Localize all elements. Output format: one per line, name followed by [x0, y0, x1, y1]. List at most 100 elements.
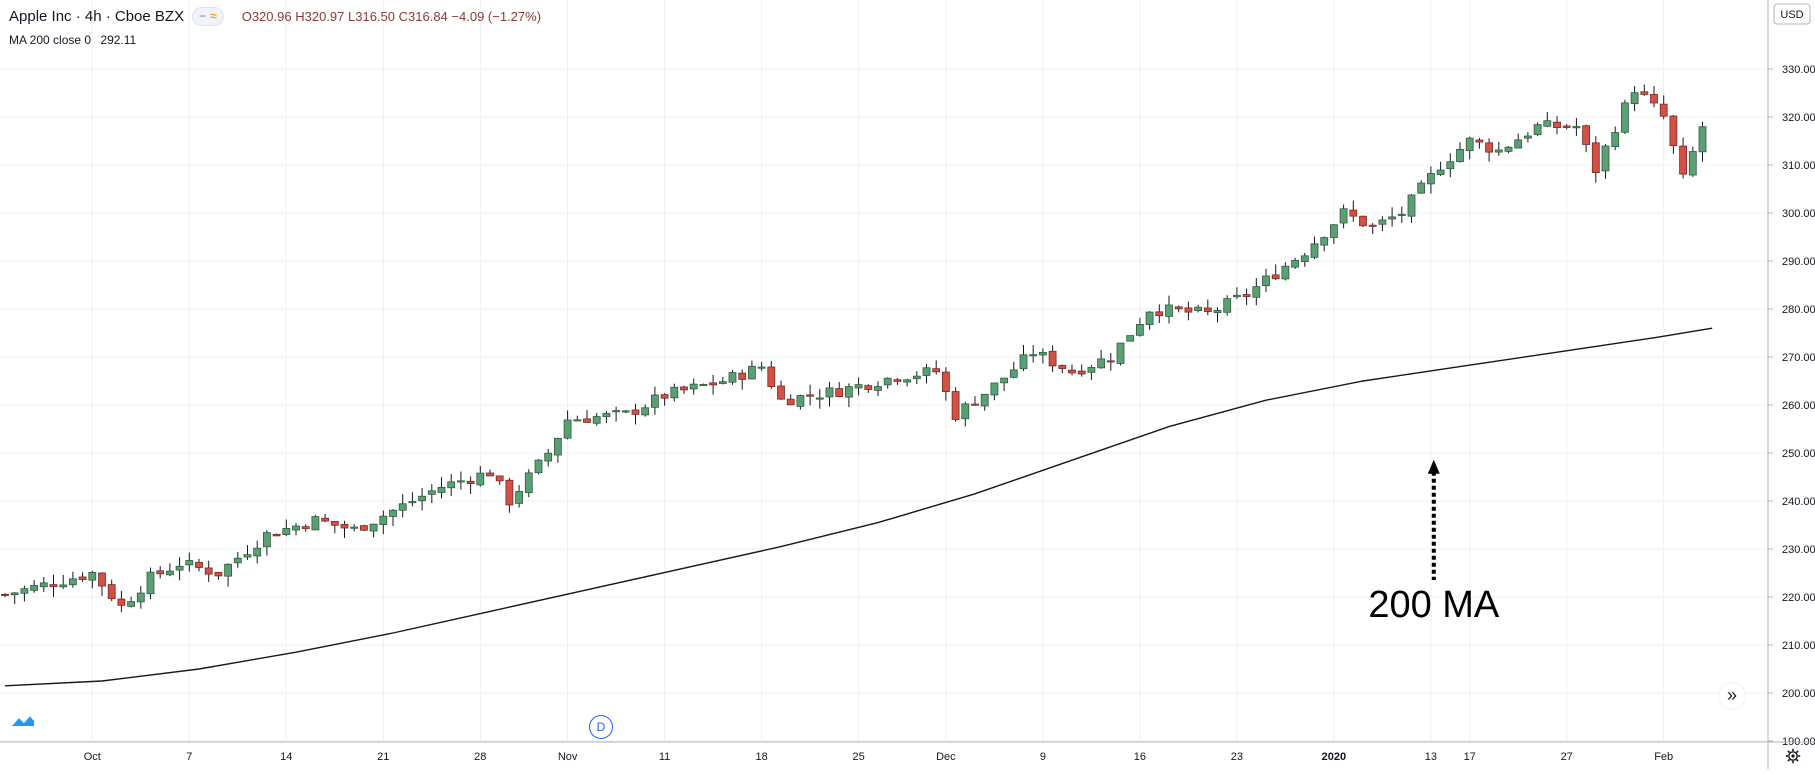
candle [1145, 311, 1154, 330]
candle [282, 519, 291, 537]
ohlc-values: O320.96 H320.97 L316.50 C316.84 −4.09 (−… [242, 9, 541, 24]
candle-body-down [1640, 91, 1649, 95]
candle [1427, 166, 1435, 194]
moving-average-series [4, 327, 1713, 687]
y-tick-label: 240.00 [1782, 496, 1815, 508]
candle-body-down [1679, 145, 1687, 175]
candle [709, 374, 717, 395]
candle [1494, 141, 1503, 156]
compare-icon[interactable]: ≈ [210, 9, 217, 23]
currency-box [1773, 3, 1811, 25]
candle [224, 563, 233, 587]
candle-body-down [864, 385, 873, 390]
candle [107, 579, 116, 602]
candle-body-up [903, 379, 911, 383]
candle-body-up [233, 557, 242, 564]
candle-body-down [786, 398, 795, 406]
candle-body-down [359, 525, 368, 531]
candle-body-down [156, 570, 165, 575]
candle-body-down [505, 479, 514, 506]
candle [1300, 252, 1309, 267]
candle [544, 448, 553, 467]
y-tick-label: 230.00 [1782, 544, 1815, 556]
candle [1698, 121, 1707, 162]
y-tick-label: 290.00 [1782, 256, 1815, 268]
candle [621, 409, 630, 414]
candle [1436, 161, 1445, 176]
candle [117, 591, 126, 613]
candle [1320, 236, 1329, 252]
candle-body-up [689, 383, 698, 390]
candle-body-up [253, 547, 262, 557]
candle-body-up [369, 523, 378, 532]
candle-body-up [922, 367, 931, 376]
y-tick-label: 270.00 [1782, 352, 1815, 364]
candle-body-down [1349, 209, 1358, 217]
candle [718, 376, 727, 385]
candle-body-down [1669, 115, 1678, 147]
candle [1465, 136, 1474, 160]
candle [233, 551, 242, 568]
candle-body-down [1582, 125, 1590, 145]
candle [389, 508, 397, 526]
candle-body-up [1388, 216, 1396, 220]
candle [253, 540, 262, 564]
candle-body-down [1475, 139, 1484, 143]
candle-body-up [1233, 294, 1241, 298]
candle-body-up [874, 386, 882, 391]
candle-body-up [515, 491, 523, 504]
candle [1688, 146, 1697, 177]
candle [1621, 99, 1629, 134]
candle [185, 552, 194, 572]
candle-body-down [932, 368, 941, 373]
candle-body-up [447, 481, 456, 489]
candle-body-up [1087, 367, 1096, 373]
candle [1553, 116, 1561, 135]
candle-body-up [243, 554, 252, 558]
x-tick-label: 17 [1464, 751, 1476, 763]
candle-body-up [1504, 146, 1513, 152]
candle-body-down [204, 567, 213, 575]
candle [146, 567, 155, 599]
candle-body-up [1300, 255, 1309, 263]
candle-body-up [476, 472, 485, 486]
indicator-legend[interactable]: MA 200 close 0 292.11 [9, 33, 136, 47]
dividend-marker[interactable]: D [589, 715, 613, 739]
candle-body-down [1, 593, 9, 596]
candle-body-down [951, 391, 960, 420]
x-tick-label: 7 [186, 751, 192, 763]
candle [1630, 85, 1639, 112]
time-axis[interactable]: Oct 7 14 21 28 Nov 11 18 25 Dec 9 16 23 2020 13 17 27 Feb [0, 741, 1815, 763]
x-tick-label: 11 [659, 751, 670, 763]
collapse-button[interactable]: − [199, 9, 207, 23]
candle [1572, 118, 1581, 136]
high-value: 320.97 [304, 9, 345, 24]
tradingview-logo-icon[interactable] [8, 708, 38, 732]
candle [1262, 268, 1270, 292]
candle [1184, 301, 1193, 321]
candle [214, 572, 223, 580]
candle [689, 378, 698, 395]
gear-icon[interactable] [1784, 747, 1802, 765]
candle-body-up [437, 486, 446, 493]
candle-body-up [1514, 139, 1523, 149]
candle-body-down [214, 572, 223, 577]
candle-body-up [1407, 194, 1416, 217]
candle [379, 510, 388, 535]
candle [437, 477, 446, 499]
candle [408, 492, 417, 507]
y-tick-label: 260.00 [1782, 400, 1815, 412]
y-tick-label: 200.00 [1782, 688, 1815, 700]
candle [204, 560, 213, 582]
symbol-title[interactable]: Apple Inc · 4h · Cboe BZX [9, 8, 185, 25]
candle [88, 570, 97, 589]
price-axis[interactable]: 190.00200.00210.00220.00230.00240.00250.… [1767, 0, 1815, 769]
candle [30, 580, 39, 593]
scroll-to-realtime-button[interactable]: » [1719, 683, 1745, 709]
candle [1252, 278, 1261, 306]
candle [1194, 304, 1202, 313]
candle [660, 393, 669, 406]
candle [1068, 364, 1076, 376]
